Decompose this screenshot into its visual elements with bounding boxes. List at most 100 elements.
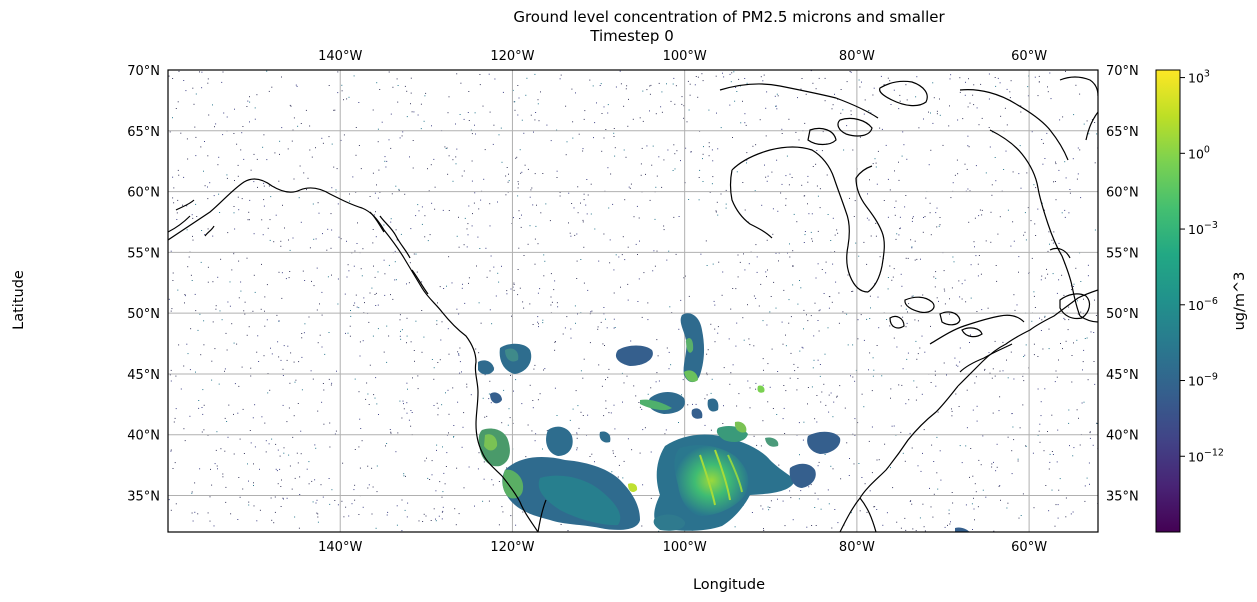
speckle-point <box>819 375 821 377</box>
speckle-point <box>814 507 816 508</box>
speckle-point <box>775 105 777 107</box>
speckle-point <box>582 150 584 152</box>
speckle-point <box>1096 423 1098 424</box>
speckle-point <box>957 119 959 121</box>
speckle-point <box>730 81 732 83</box>
speckle-point <box>226 349 228 351</box>
speckle-point <box>349 200 351 202</box>
speckle-point <box>190 274 192 276</box>
speckle-point <box>424 460 426 462</box>
speckle-point <box>824 100 826 102</box>
speckle-point <box>413 111 415 113</box>
speckle-point <box>678 328 680 330</box>
speckle-point <box>1047 273 1049 275</box>
speckle-point <box>1006 124 1008 126</box>
speckle-point <box>513 282 515 284</box>
speckle-point <box>233 453 235 455</box>
speckle-point <box>808 213 810 215</box>
speckle-point <box>571 88 573 90</box>
speckle-point <box>767 506 769 508</box>
speckle-point <box>261 416 263 418</box>
speckle-point <box>464 302 466 304</box>
speckle-point <box>495 295 497 297</box>
speckle-point <box>287 345 289 347</box>
speckle-point <box>672 170 674 171</box>
speckle-point <box>950 197 952 199</box>
speckle-point <box>994 157 996 158</box>
speckle-point <box>279 153 280 155</box>
speckle-point <box>639 452 641 454</box>
speckle-point <box>792 519 794 521</box>
speckle-point <box>532 324 534 325</box>
speckle-point <box>760 283 762 285</box>
speckle-point <box>439 286 441 288</box>
speckle-point <box>777 498 778 500</box>
speckle-point <box>1076 300 1078 302</box>
speckle-point <box>712 176 714 178</box>
speckle-point <box>170 250 172 252</box>
speckle-point <box>569 232 571 234</box>
speckle-point <box>191 491 193 493</box>
speckle-point <box>280 245 282 247</box>
speckle-point <box>783 407 785 409</box>
speckle-point <box>230 513 232 515</box>
speckle-point <box>686 121 688 123</box>
speckle-point <box>266 70 268 72</box>
speckle-point <box>784 433 786 434</box>
speckle-point <box>532 400 534 401</box>
speckle-point <box>459 347 461 349</box>
speckle-point <box>296 452 298 454</box>
speckle-point <box>590 311 592 313</box>
speckle-point <box>564 327 566 329</box>
speckle-point <box>348 515 350 517</box>
speckle-point <box>1044 316 1046 318</box>
speckle-point <box>704 424 706 426</box>
speckle-point <box>439 359 441 361</box>
speckle-point <box>889 265 891 267</box>
speckle-point <box>958 406 960 407</box>
speckle-point <box>521 214 522 216</box>
speckle-point <box>183 80 185 81</box>
speckle-point <box>623 460 625 462</box>
speckle-point <box>891 425 893 427</box>
speckle-point <box>437 414 439 416</box>
speckle-point <box>917 353 919 355</box>
speckle-point <box>935 277 937 279</box>
speckle-point <box>657 355 659 357</box>
speckle-point <box>207 155 209 157</box>
speckle-point <box>847 344 849 346</box>
speckle-point <box>489 270 491 272</box>
speckle-point <box>271 86 273 88</box>
speckle-point <box>850 71 852 73</box>
speckle-point <box>702 158 703 160</box>
speckle-point <box>928 111 929 113</box>
speckle-point <box>396 524 398 526</box>
speckle-point <box>265 451 267 453</box>
speckle-point <box>1072 158 1074 160</box>
speckle-point <box>268 90 270 92</box>
speckle-point <box>1092 444 1094 446</box>
speckle-point <box>253 181 255 183</box>
speckle-point <box>313 285 315 287</box>
speckle-point <box>491 323 493 325</box>
speckle-point <box>1089 437 1091 439</box>
speckle-point <box>959 296 961 298</box>
speckle-point <box>570 337 572 339</box>
speckle-point <box>769 507 771 508</box>
speckle-point <box>191 280 193 281</box>
speckle-point <box>1040 330 1042 331</box>
speckle-point <box>343 134 345 136</box>
speckle-point <box>988 98 990 100</box>
lat-tick-label-right: 60°N <box>1106 186 1139 201</box>
speckle-point <box>658 530 660 532</box>
lat-tick-label-right: 40°N <box>1106 429 1139 444</box>
speckle-point <box>993 461 994 463</box>
speckle-point <box>269 239 271 241</box>
speckle-point <box>948 509 950 511</box>
speckle-point <box>459 361 461 363</box>
speckle-point <box>376 184 377 186</box>
speckle-point <box>820 508 822 510</box>
speckle-point <box>1070 513 1072 515</box>
speckle-point <box>961 462 963 464</box>
speckle-point <box>343 99 344 101</box>
